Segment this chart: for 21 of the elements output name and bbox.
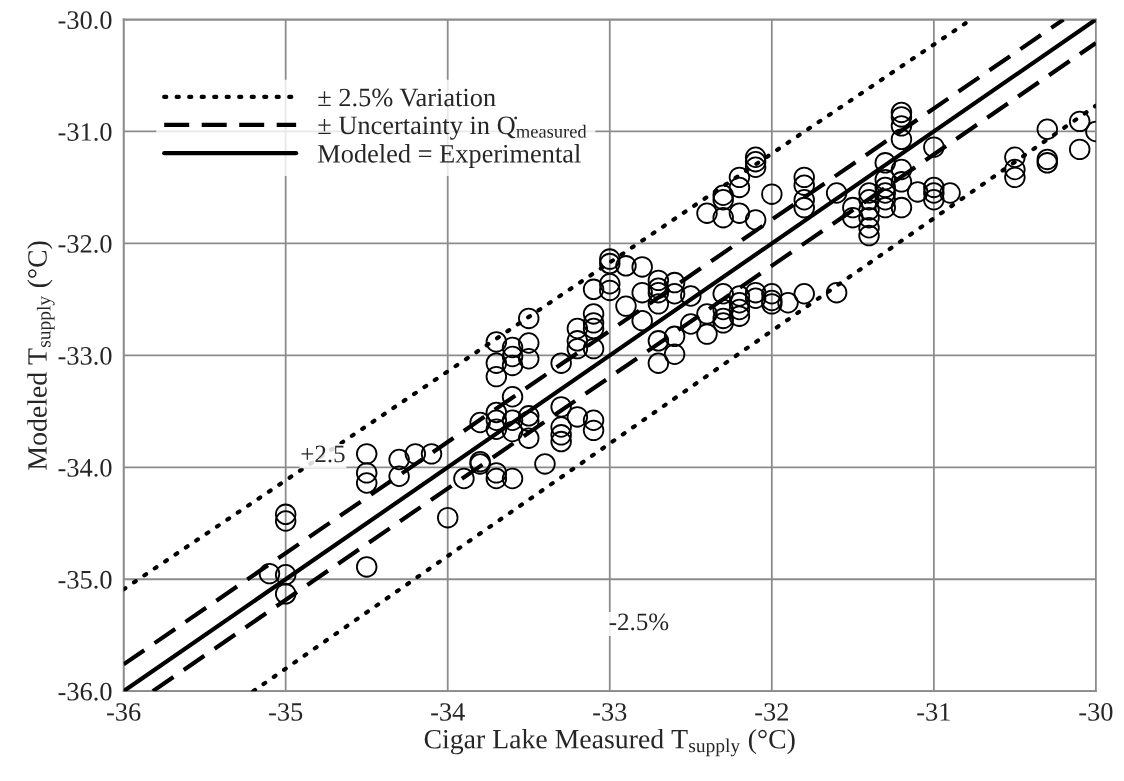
y-tick-label: -32.0	[58, 235, 112, 253]
y-tick-label: -36.0	[58, 682, 112, 701]
annotation: +2.5	[301, 445, 345, 463]
y-tick-label: -30.0	[58, 11, 112, 30]
x-tick-label: -36	[107, 703, 141, 721]
x-tick-label: -31	[917, 703, 950, 721]
x-tick-label: -33	[593, 703, 627, 721]
x-tick-label: -30	[1079, 703, 1113, 721]
y-axis-title: Modeled T$_{supply}$ (°C)	[27, 241, 55, 470]
y-tick-label: -33.0	[58, 346, 112, 365]
y-tick-label: -31.0	[58, 123, 112, 141]
x-tick-label: -32	[755, 703, 788, 721]
y-tick-label: -35.0	[58, 570, 112, 589]
legend-label: Modeled = Experimental	[318, 144, 581, 169]
x-tick-label: -35	[269, 703, 303, 721]
annotation: -2.5%	[609, 613, 669, 631]
y-tick-label: -34.0	[58, 458, 112, 477]
x-axis-title: Cigar Lake Measured T$_{supply}$ (°C)	[424, 729, 795, 757]
legend-label: ± Uncertainty in Q̇$_{measured}$	[318, 116, 587, 140]
legend-label: ± 2.5% Variation	[318, 88, 496, 107]
x-tick-label: -34	[431, 703, 465, 721]
